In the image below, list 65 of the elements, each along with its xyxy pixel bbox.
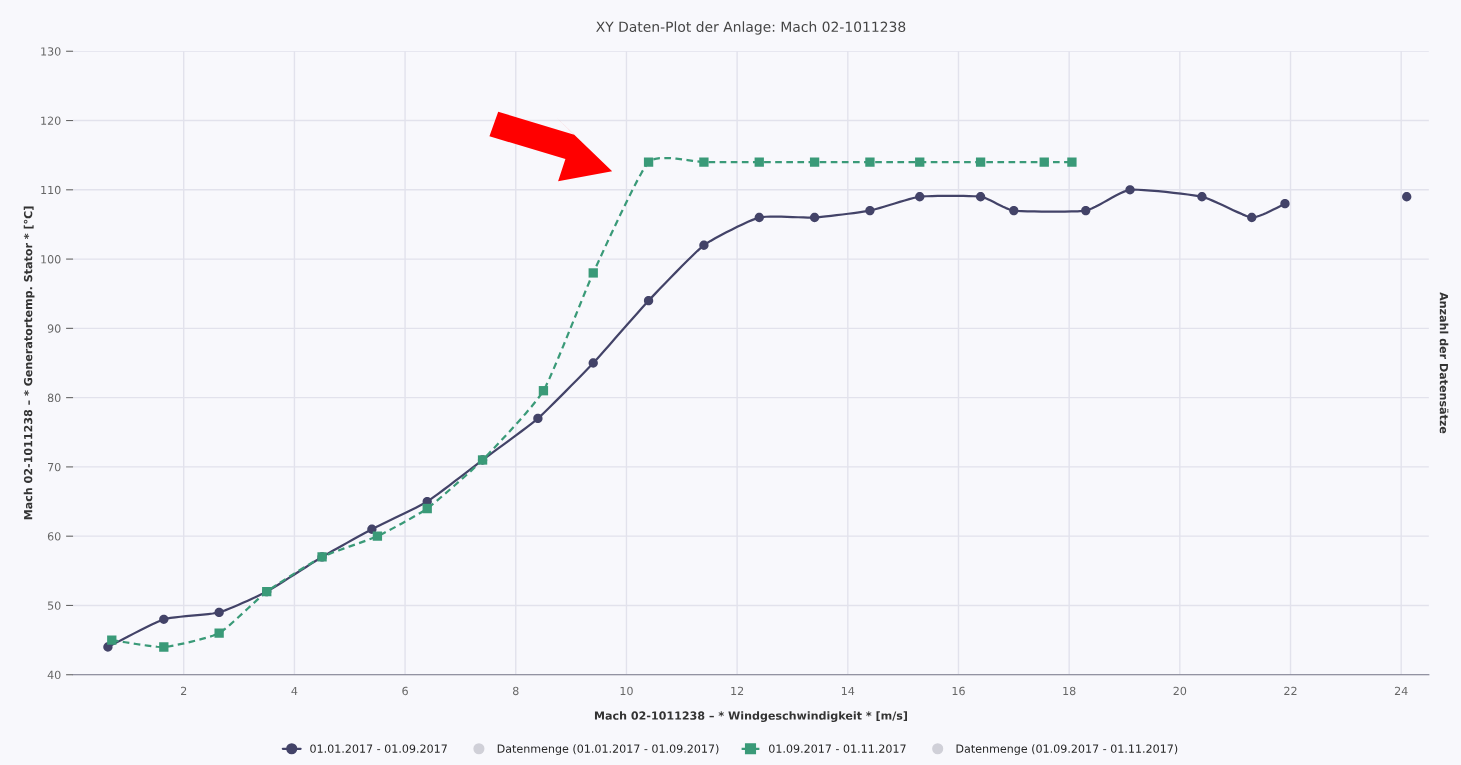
point — [915, 157, 925, 167]
x-tick-label: 22 — [1284, 686, 1297, 695]
point — [975, 157, 986, 167]
y-tick-label: 80 — [47, 393, 61, 403]
point — [1280, 199, 1290, 209]
point — [809, 212, 820, 223]
point — [643, 295, 654, 306]
y-tick-label: 130 — [41, 47, 61, 56]
x-tick-label: 12 — [731, 686, 744, 695]
y-tick-label: 70 — [48, 462, 61, 472]
x-tick-label: 20 — [1173, 686, 1187, 696]
point — [1039, 157, 1049, 167]
y-tick-label: 120 — [41, 116, 61, 125]
point — [588, 268, 598, 278]
point — [107, 635, 117, 645]
point — [159, 642, 169, 652]
point — [754, 212, 764, 223]
point — [809, 157, 820, 167]
point — [538, 386, 549, 396]
y-axis-title: Mach 02-1011238 – * Generatortemp. Stator * [°C] — [23, 206, 35, 520]
point — [214, 628, 224, 638]
point — [975, 192, 986, 202]
y-tick-label: 110 — [41, 185, 61, 195]
point — [699, 157, 709, 167]
point — [214, 607, 224, 618]
point — [754, 157, 764, 167]
point — [699, 240, 709, 250]
y-tick-label: 100 — [41, 255, 61, 264]
chart-title: XY Daten-Plot der Anlage: Mach 02-1011238 — [596, 21, 906, 35]
point — [865, 157, 875, 167]
point — [422, 503, 432, 514]
point — [1125, 185, 1135, 195]
y-tick-label: 90 — [47, 324, 61, 333]
x-tick-label: 10 — [620, 686, 633, 696]
legend-label: Datenmenge (01.01.2017 - 01.09.2017) — [497, 744, 719, 755]
point — [533, 413, 543, 424]
x-tick-label: 8 — [512, 686, 519, 696]
point — [1402, 192, 1412, 202]
point — [1081, 205, 1091, 216]
point — [1067, 157, 1077, 167]
point — [367, 524, 377, 534]
legend-label: 01.01.2017 - 01.09.2017 — [310, 744, 447, 753]
point — [643, 157, 654, 167]
point — [865, 205, 875, 216]
legend-label: 01.09.2017 - 01.11.2017 — [769, 744, 906, 753]
x-tick-label: 4 — [291, 686, 298, 695]
x-tick-label: 2 — [181, 686, 187, 695]
x-tick-label: 18 — [1063, 686, 1076, 696]
x-axis-title: Mach 02-1011238 – * Windgeschwindigkeit * [m/s] — [594, 711, 908, 723]
x-tick-label: 24 — [1394, 686, 1408, 695]
point — [1197, 192, 1207, 202]
point — [588, 358, 598, 368]
point — [372, 531, 383, 541]
point — [159, 614, 169, 624]
legend-label: Datenmenge (01.09.2017 - 01.11.2017) — [956, 744, 1178, 755]
x-tick-label: 14 — [841, 686, 855, 695]
point — [915, 192, 925, 202]
y-tick-label: 50 — [47, 601, 61, 610]
point — [1247, 212, 1257, 223]
point — [1009, 205, 1019, 216]
y-tick-label: 40 — [47, 670, 61, 680]
y2-axis-title: Anzahl der Datensätze — [1439, 292, 1449, 434]
x-tick-label: 6 — [402, 686, 408, 696]
y-tick-label: 60 — [47, 532, 61, 541]
x-tick-label: 16 — [952, 686, 965, 696]
